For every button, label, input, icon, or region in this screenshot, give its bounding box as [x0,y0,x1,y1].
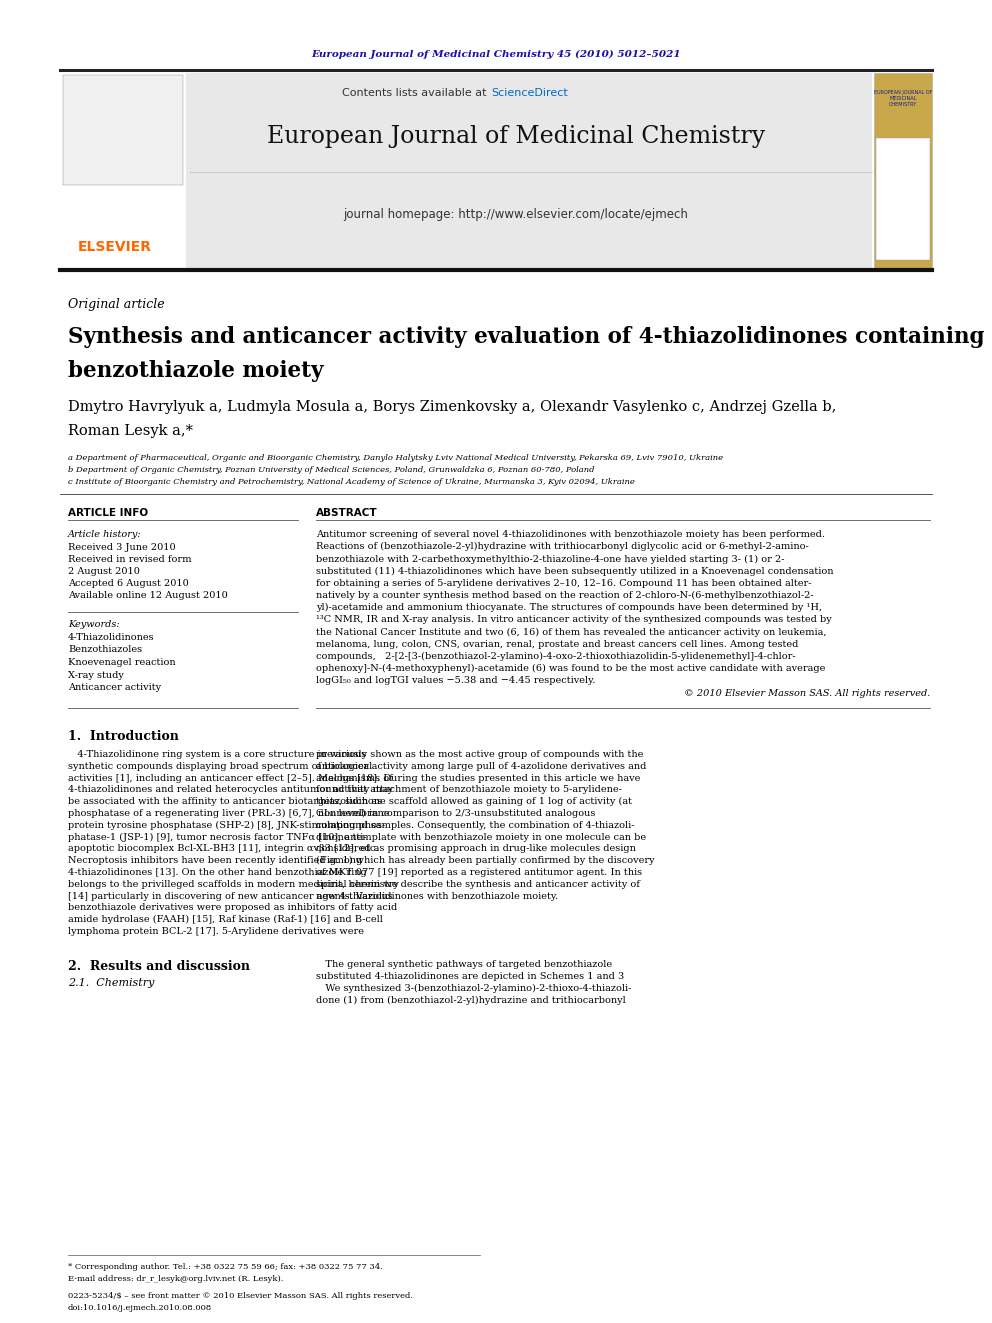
Text: Reactions of (benzothiazole-2-yl)hydrazine with trithiocarbonyl diglycolic acid : Reactions of (benzothiazole-2-yl)hydrazi… [316,542,808,552]
Text: dinone template with benzothiazole moiety in one molecule can be: dinone template with benzothiazole moiet… [316,832,646,841]
Text: doi:10.1016/j.ejmech.2010.08.008: doi:10.1016/j.ejmech.2010.08.008 [68,1304,212,1312]
Text: X-ray study: X-ray study [68,671,124,680]
Text: anticancer activity among large pull of 4-azolidone derivatives and: anticancer activity among large pull of … [316,762,647,771]
Text: the National Cancer Institute and two (6, 16) of them has revealed the anticance: the National Cancer Institute and two (6… [316,627,826,636]
Text: 4-thiazolidinones and related heterocycles antitumor activity may: 4-thiazolidinones and related heterocycl… [68,786,393,794]
Text: thiazolidinone scaffold allowed as gaining of 1 log of activity (at: thiazolidinone scaffold allowed as gaini… [316,798,632,806]
Text: b Department of Organic Chemistry, Poznan University of Medical Sciences, Poland: b Department of Organic Chemistry, Pozna… [68,466,594,474]
Text: European Journal of Medicinal Chemistry: European Journal of Medicinal Chemistry [267,124,765,148]
Text: natively by a counter synthesis method based on the reaction of 2-chloro-N-(6-me: natively by a counter synthesis method b… [316,591,813,601]
Text: Accepted 6 August 2010: Accepted 6 August 2010 [68,579,188,587]
Text: Synthesis and anticancer activity evaluation of 4-thiazolidinones containing: Synthesis and anticancer activity evalua… [68,325,984,348]
Text: Knoevenagel reaction: Knoevenagel reaction [68,658,176,667]
Text: European Journal of Medicinal Chemistry 45 (2010) 5012–5021: European Journal of Medicinal Chemistry … [311,50,681,60]
Text: Roman Lesyk a,*: Roman Lesyk a,* [68,423,193,438]
Text: amide hydrolase (FAAH) [15], Raf kinase (Raf-1) [16] and B-cell: amide hydrolase (FAAH) [15], Raf kinase … [68,916,383,925]
Text: © 2010 Elsevier Masson SAS. All rights reserved.: © 2010 Elsevier Masson SAS. All rights r… [683,688,930,697]
Bar [63,75,183,185]
Text: benzothiazole with 2-carbethoxymethylthio-2-thiazoline-4-one have yielded starti: benzothiazole with 2-carbethoxymethylthi… [316,554,785,564]
Text: (Fig. 1) which has already been partially confirmed by the discovery: (Fig. 1) which has already been partiall… [316,856,655,865]
Text: GI₅₀ level) in comparison to 2/3-unsubstituted analogous: GI₅₀ level) in comparison to 2/3-unsubst… [316,808,595,818]
Text: 2.1.  Chemistry: 2.1. Chemistry [68,978,155,988]
Text: a Department of Pharmaceutical, Organic and Bioorganic Chemistry, Danylo Halytsk: a Department of Pharmaceutical, Organic … [68,454,723,462]
Text: apoptotic biocomplex Bcl-XL-BH3 [11], integrin αvβ3 [12], etc.: apoptotic biocomplex Bcl-XL-BH3 [11], in… [68,844,379,853]
Text: belongs to the privilleged scaffolds in modern medicinal chemistry: belongs to the privilleged scaffolds in … [68,880,399,889]
Text: yl)-acetamide and ammonium thiocyanate. The structures of compounds have been de: yl)-acetamide and ammonium thiocyanate. … [316,603,822,613]
Text: EUROPEAN JOURNAL OF
MEDICINAL
CHEMISTRY: EUROPEAN JOURNAL OF MEDICINAL CHEMISTRY [874,90,932,107]
Text: considered as promising approach in drug-like molecules design: considered as promising approach in drug… [316,844,636,853]
Text: substituted 4-thiazolidinones are depicted in Schemes 1 and 3: substituted 4-thiazolidinones are depict… [316,972,624,980]
Text: synthetic compounds displaying broad spectrum of biological: synthetic compounds displaying broad spe… [68,762,372,771]
Text: c Institute of Bioorganic Chemistry and Petrochemistry, National Academy of Scie: c Institute of Bioorganic Chemistry and … [68,478,635,486]
Text: substituted (11) 4-thiazolidinones which have been subsequently utilized in a Kn: substituted (11) 4-thiazolidinones which… [316,566,833,576]
Text: Anticancer activity: Anticancer activity [68,683,161,692]
Text: journal homepage: http://www.elsevier.com/locate/ejmech: journal homepage: http://www.elsevier.co… [343,208,688,221]
Text: E-mail address: dr_r_lesyk@org.lviv.net (R. Lesyk).: E-mail address: dr_r_lesyk@org.lviv.net … [68,1275,284,1283]
Text: analogs [18]. During the studies presented in this article we have: analogs [18]. During the studies present… [316,774,641,783]
Text: Available online 12 August 2010: Available online 12 August 2010 [68,591,228,601]
Text: Benzothiazoles: Benzothiazoles [68,646,142,655]
Text: ScienceDirect: ScienceDirect [491,89,567,98]
Text: activities [1], including an anticancer effect [2–5]. Mechanisms of: activities [1], including an anticancer … [68,774,393,783]
Bar [876,138,930,261]
Text: 4-thiazolidinones [13]. On the other hand benzothiazole ring: 4-thiazolidinones [13]. On the other han… [68,868,367,877]
Text: of MKT 077 [19] reported as a registered antitumor agent. In this: of MKT 077 [19] reported as a registered… [316,868,642,877]
Text: ophenoxy]-N-(4-methoxyphenyl)-acetamide (6) was found to be the most active cand: ophenoxy]-N-(4-methoxyphenyl)-acetamide … [316,664,825,673]
Text: done (1) from (benzothiazol-2-yl)hydrazine and trithiocarbonyl: done (1) from (benzothiazol-2-yl)hydrazi… [316,995,626,1004]
Text: phosphatase of a regenerating liver (PRL-3) [6,7], nonmembrane: phosphatase of a regenerating liver (PRL… [68,808,390,818]
Text: spirit, herein we describe the synthesis and anticancer activity of: spirit, herein we describe the synthesis… [316,880,640,889]
Text: ABSTRACT: ABSTRACT [316,508,378,519]
Text: The general synthetic pathways of targeted benzothiazole: The general synthetic pathways of target… [316,960,612,968]
Text: benzothiazole moiety: benzothiazole moiety [68,360,323,382]
Text: ELSEVIER: ELSEVIER [78,239,152,254]
Text: compounds,   2-[2-[3-(benzothiazol-2-ylamino)-4-oxo-2-thioxothiazolidin-5-yliden: compounds, 2-[2-[3-(benzothiazol-2-ylami… [316,652,796,662]
Text: be associated with the affinity to anticancer biotargets, such as: be associated with the affinity to antic… [68,798,382,806]
Text: new 4-thiazolidinones with benzothiazole moiety.: new 4-thiazolidinones with benzothiazole… [316,892,558,901]
Text: Article history:: Article history: [68,531,142,538]
Text: benzothiazole derivatives were proposed as inhibitors of fatty acid: benzothiazole derivatives were proposed … [68,904,397,913]
Text: for obtaining a series of 5-arylidene derivatives 2–10, 12–16. Compound 11 has b: for obtaining a series of 5-arylidene de… [316,578,811,587]
Text: Received 3 June 2010: Received 3 June 2010 [68,542,176,552]
Text: 1.  Introduction: 1. Introduction [68,730,179,744]
Bar [60,73,872,269]
Text: Received in revised form: Received in revised form [68,556,191,564]
Text: lymphoma protein BCL-2 [17]. 5-Arylidene derivatives were: lymphoma protein BCL-2 [17]. 5-Arylidene… [68,927,364,935]
Text: [14] particularly in discovering of new anticancer agents. Various: [14] particularly in discovering of new … [68,892,393,901]
Text: logGI₅₀ and logTGI values −5.38 and −4.45 respectively.: logGI₅₀ and logTGI values −5.38 and −4.4… [316,676,595,685]
Bar [60,73,186,269]
Text: Antitumor screening of several novel 4-thiazolidinones with benzothiazole moiety: Antitumor screening of several novel 4-t… [316,531,825,538]
Text: * Corresponding author. Tel.: +38 0322 75 59 66; fax: +38 0322 75 77 34.: * Corresponding author. Tel.: +38 0322 7… [68,1263,383,1271]
Bar [874,73,932,269]
Text: protein tyrosine phosphatase (SHP-2) [8], JNK-stimulating phos-: protein tyrosine phosphatase (SHP-2) [8]… [68,820,385,830]
Text: phatase-1 (JSP-1) [9], tumor necrosis factor TNFα [10], anti-: phatase-1 (JSP-1) [9], tumor necrosis fa… [68,832,367,841]
Text: 4-Thiazolidinones: 4-Thiazolidinones [68,632,155,642]
Text: ¹³C NMR, IR and X-ray analysis. In vitro anticancer activity of the synthesized : ¹³C NMR, IR and X-ray analysis. In vitro… [316,615,831,624]
Text: Original article: Original article [68,298,165,311]
Text: 0223-5234/$ – see front matter © 2010 Elsevier Masson SAS. All rights reserved.: 0223-5234/$ – see front matter © 2010 El… [68,1293,413,1301]
Text: Necroptosis inhibitors have been recently identified among: Necroptosis inhibitors have been recentl… [68,856,362,865]
Text: 2.  Results and discussion: 2. Results and discussion [68,960,250,972]
Text: Contents lists available at: Contents lists available at [342,89,490,98]
Text: melanoma, lung, colon, CNS, ovarian, renal, prostate and breast cancers cell lin: melanoma, lung, colon, CNS, ovarian, ren… [316,640,799,648]
Text: previously shown as the most active group of compounds with the: previously shown as the most active grou… [316,750,644,759]
Text: found that attachment of benzothiazole moiety to 5-arylidene-: found that attachment of benzothiazole m… [316,786,622,794]
Text: Keywords:: Keywords: [68,620,120,628]
Text: compound samples. Consequently, the combination of 4-thiazoli-: compound samples. Consequently, the comb… [316,820,635,830]
Text: ARTICLE INFO: ARTICLE INFO [68,508,148,519]
Text: 2 August 2010: 2 August 2010 [68,568,140,576]
Text: 4-Thiazolidinone ring system is a core structure in various: 4-Thiazolidinone ring system is a core s… [68,750,366,759]
Text: We synthesized 3-(benzothiazol-2-ylamino)-2-thioxo-4-thiazoli-: We synthesized 3-(benzothiazol-2-ylamino… [316,983,631,992]
Text: Dmytro Havrylyuk a, Ludmyla Mosula a, Borys Zimenkovsky a, Olexandr Vasylenko c,: Dmytro Havrylyuk a, Ludmyla Mosula a, Bo… [68,400,836,414]
